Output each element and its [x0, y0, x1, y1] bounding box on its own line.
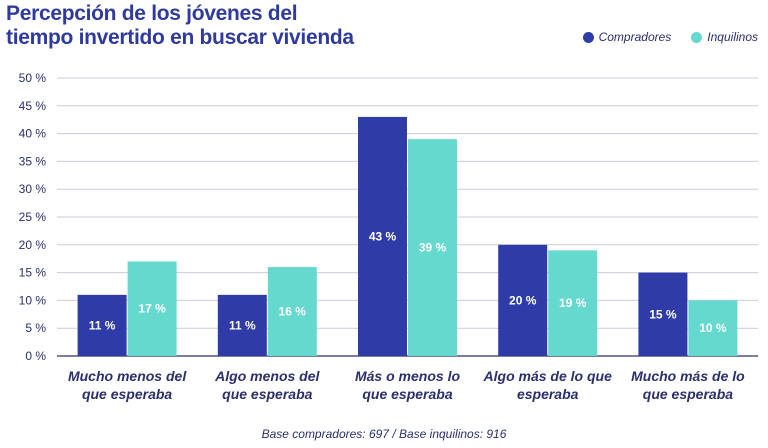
x-tick-label: Mucho más de lo	[631, 368, 745, 384]
data-label: 16 %	[279, 305, 307, 319]
legend-item-compradores: Compradores	[582, 30, 672, 44]
x-tick-label: que esperaba	[643, 386, 733, 402]
data-label: 39 %	[419, 241, 447, 255]
data-label: 17 %	[138, 302, 166, 316]
bar-chart: 0 % 5 % 10 % 15 % 20 % 25 % 30 % 35 % 40 % 45 % 50…	[19, 71, 758, 402]
y-tick-label: 35 %	[19, 154, 47, 168]
x-tick-label: Más o menos lo	[355, 368, 460, 384]
data-label: 11 %	[89, 318, 116, 332]
y-tick-label: 10 %	[19, 293, 47, 307]
x-tick-label: esperaba	[517, 386, 579, 402]
bar-compradores	[217, 294, 267, 356]
bar-compradores	[358, 116, 407, 356]
bar-inquilinos	[408, 139, 457, 356]
y-tick-label: 30 %	[19, 182, 47, 196]
x-tick-label: que esperaba	[362, 386, 452, 402]
data-label: 11 %	[229, 318, 256, 332]
y-tick-label: 45 %	[19, 99, 47, 113]
x-tick-label: Algo menos del	[214, 368, 320, 384]
bar-compradores	[77, 294, 127, 356]
y-tick-label: 0 %	[25, 349, 46, 363]
data-label: 43 %	[369, 229, 397, 243]
bar-compradores	[498, 244, 548, 356]
legend-swatch-inquilinos	[691, 31, 703, 43]
footnote: Base compradores: 697 / Base inquilinos:…	[261, 427, 507, 441]
x-tick-label: Algo más de lo que	[483, 368, 613, 384]
bar-inquilinos	[127, 261, 177, 356]
x-tick-label: Mucho menos del	[68, 368, 187, 384]
x-tick-label: que esperaba	[82, 386, 172, 402]
data-label: 19 %	[559, 296, 587, 310]
data-label: 15 %	[649, 307, 677, 321]
y-tick-label: 15 %	[19, 266, 47, 280]
legend-label-compradores: Compradores	[598, 30, 672, 44]
y-tick-label: 50 %	[19, 71, 47, 85]
y-tick-label: 25 %	[19, 210, 47, 224]
legend-item-inquilinos: Inquilinos	[691, 30, 758, 44]
bar-inquilinos	[267, 267, 317, 356]
data-label: 20 %	[509, 293, 537, 307]
x-tick-label: que esperaba	[222, 386, 312, 402]
y-tick-label: 5 %	[25, 321, 46, 335]
y-tick-label: 40 %	[19, 127, 47, 141]
bar-inquilinos	[688, 300, 738, 356]
chart-title: Percepción de los jóvenes del tiempo inv…	[6, 2, 354, 49]
legend-swatch-compradores	[582, 31, 594, 43]
bar-compradores	[638, 272, 688, 356]
data-label: 10 %	[699, 321, 727, 335]
legend-label-inquilinos: Inquilinos	[707, 30, 758, 44]
bar-inquilinos	[548, 250, 598, 356]
y-tick-label: 20 %	[19, 238, 47, 252]
legend: Compradores Inquilinos	[582, 30, 758, 44]
